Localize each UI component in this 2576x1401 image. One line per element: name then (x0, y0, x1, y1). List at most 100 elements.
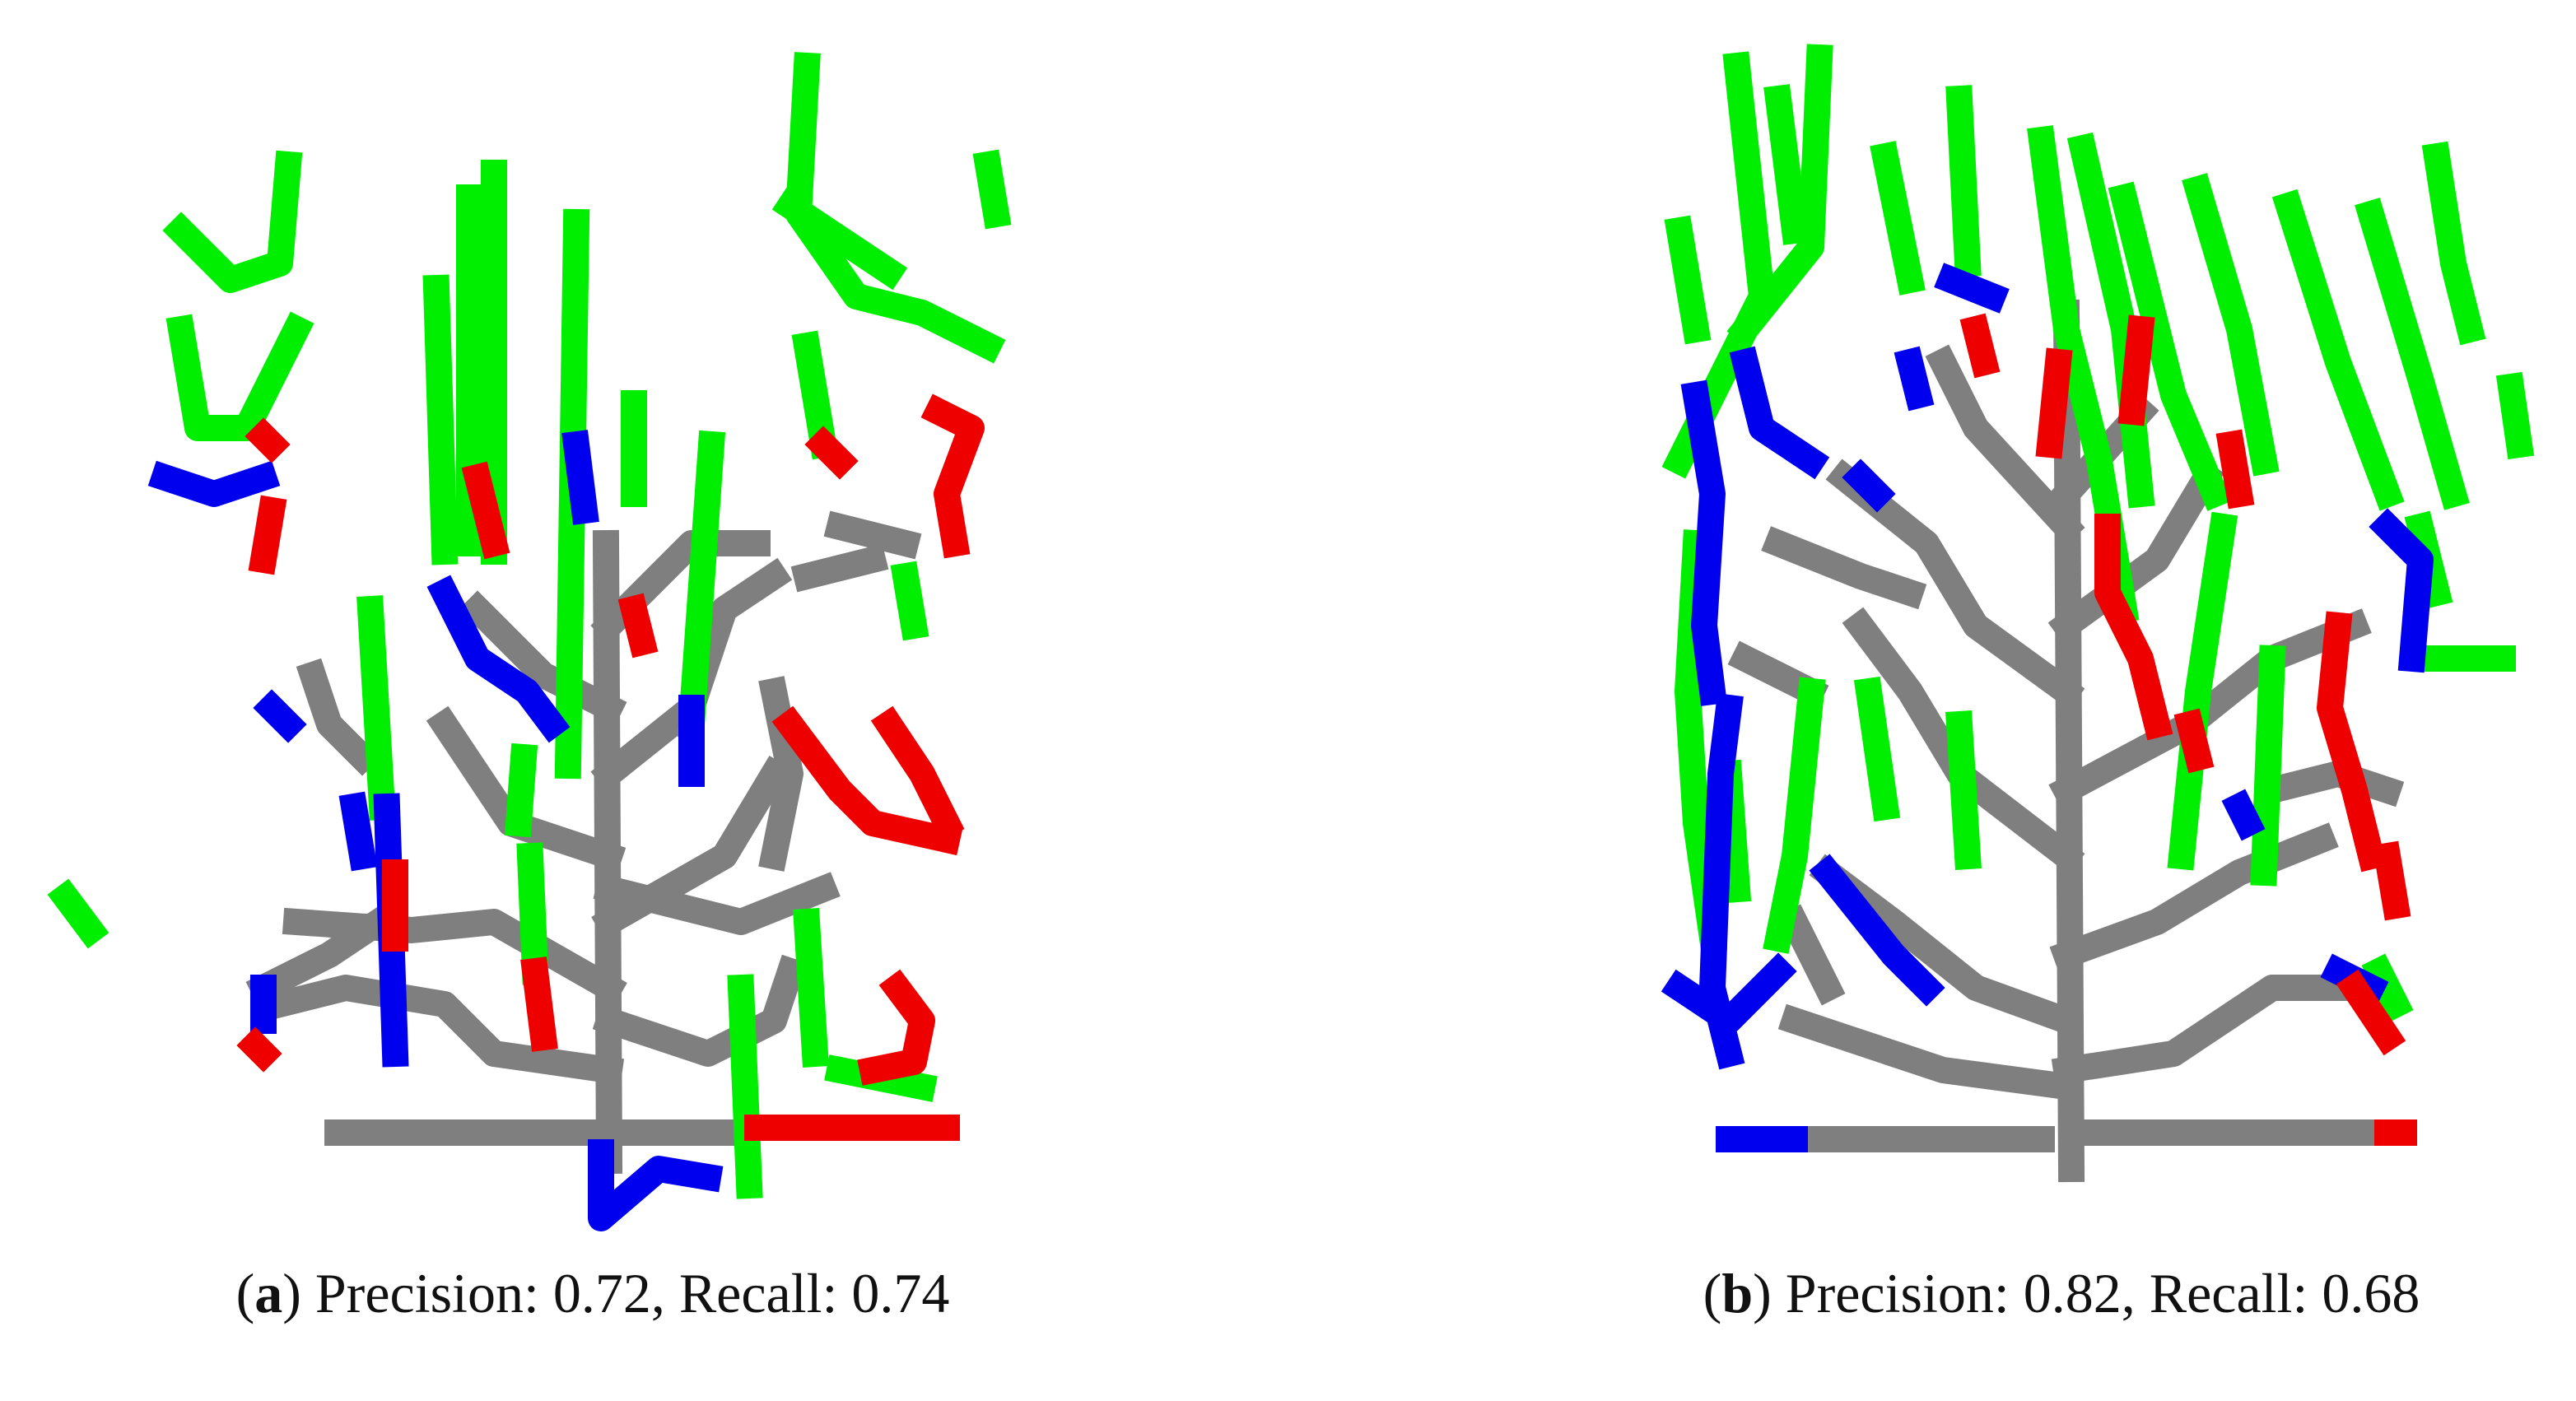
point-segment (1680, 379, 1727, 706)
point-segment (1894, 346, 1935, 412)
caption-label: a (254, 1262, 282, 1324)
point-segment (1809, 854, 2084, 1038)
point-segment (870, 705, 965, 841)
point-segment (2271, 189, 2405, 511)
caption-b: (b) Precision: 0.82, Recall: 0.68 (1703, 1262, 2420, 1324)
point-segment (2094, 514, 2173, 741)
point-segment (972, 149, 1012, 230)
point-segment (1945, 710, 1982, 870)
point-segment (516, 842, 549, 985)
point-segment (920, 393, 985, 559)
point-segment (1729, 346, 1830, 480)
point-segment (1763, 84, 1810, 245)
point-segment (1842, 458, 1896, 513)
point-segment (1945, 85, 1982, 277)
point-segment (1870, 141, 1926, 296)
point-segment (2421, 141, 2486, 346)
point-segment (791, 330, 839, 460)
point-segment (2049, 822, 2339, 972)
point-segment (2108, 181, 2232, 511)
point-segment (793, 908, 829, 1068)
figure-content: (a) Precision: 0.72, Recall: 0.74 (b) Pr… (47, 44, 2535, 1324)
point-segment (1761, 526, 1927, 610)
point-segment (520, 956, 558, 1052)
point-segment (1809, 854, 1945, 1007)
point-segment (1959, 313, 2001, 379)
point-cloud-a (47, 52, 1012, 1231)
point-segment (236, 1026, 282, 1073)
point-segment (147, 460, 281, 507)
point-segment (296, 658, 381, 776)
point-segment (2173, 708, 2215, 774)
caption-label: b (1721, 1262, 1753, 1324)
point-segment (2048, 608, 2372, 808)
point-segment (1853, 676, 1901, 822)
point-segment (461, 461, 510, 560)
point-segment (263, 975, 625, 1086)
point-segment (2336, 969, 2406, 1056)
point-segment (592, 954, 808, 1067)
point-segment (617, 593, 659, 659)
point-segment (1925, 344, 2085, 546)
point-segment (2372, 840, 2411, 921)
point-segment (504, 742, 538, 838)
point-segment (2052, 299, 2085, 1183)
caption-a: (a) Precision: 0.72, Recall: 0.74 (236, 1262, 950, 1324)
point-segment (245, 417, 291, 463)
point-segment (2355, 198, 2470, 510)
point-segment (771, 187, 908, 291)
point-segment (1934, 263, 2010, 314)
point-segment (2256, 761, 2405, 808)
point-segment (823, 510, 922, 560)
point-segment (2215, 429, 2255, 510)
point-segment (245, 903, 398, 1006)
point-segment (2167, 511, 2238, 871)
point-segment (2361, 953, 2414, 1022)
point-segment (253, 689, 307, 743)
point-segment (677, 430, 726, 739)
point-segment (588, 1139, 724, 1231)
point-segment (804, 426, 859, 480)
point-cloud-b (1661, 44, 2535, 1183)
point-segment (426, 575, 571, 743)
point-segment (890, 561, 929, 641)
point-segment (857, 969, 935, 1086)
point-segment (790, 543, 889, 593)
point-segment (356, 595, 396, 821)
point-segment (2221, 789, 2266, 841)
caption-open: ( (1703, 1262, 1722, 1324)
caption-text: ) Precision: 0.72, Recall: 0.74 (282, 1262, 949, 1324)
point-segment (1777, 1003, 2081, 1101)
point-segment (785, 52, 1006, 364)
point-segment (2369, 508, 2434, 673)
point-segment (2117, 314, 2155, 426)
point-segment (1664, 215, 1712, 345)
point-segment (2182, 173, 2280, 477)
point-segment (2250, 645, 2286, 887)
point-segment (2051, 975, 2351, 1086)
point-segment (561, 430, 599, 525)
point-segment (2495, 371, 2535, 460)
point-segment (165, 311, 314, 441)
point-segment (2047, 459, 2224, 645)
point-segment (2317, 611, 2387, 873)
point-segment (248, 495, 287, 575)
point-segment (338, 791, 378, 872)
point-segment (47, 878, 109, 949)
point-segment (2035, 347, 2073, 459)
point-segment (1661, 952, 1797, 1034)
caption-text: ) Precision: 0.82, Recall: 0.68 (1753, 1262, 2420, 1324)
point-segment (1777, 904, 1846, 1006)
caption-open: ( (236, 1262, 255, 1324)
point-segment (1726, 44, 1833, 348)
point-segment (426, 705, 627, 873)
point-segment (1825, 458, 2085, 710)
point-segment (727, 974, 763, 1199)
point-segment (2066, 132, 2155, 509)
point-segment (1763, 677, 1826, 954)
point-segment (771, 705, 963, 856)
point-segment (1842, 607, 2085, 875)
point-segment (593, 872, 841, 935)
point-segment (162, 150, 303, 293)
